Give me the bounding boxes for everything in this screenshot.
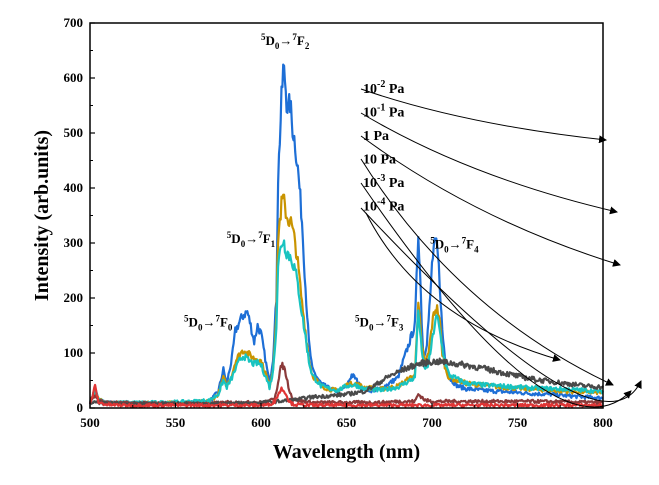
series-line-0 [88, 63, 604, 407]
x-tick-label: 700 [422, 415, 442, 430]
y-tick-label: 400 [64, 180, 84, 195]
series-layer [88, 63, 605, 408]
transition-annotations: 5D0→7F2 5D0→7F1 5D0→7F0 5D0→7F3 5D0→7F4 [184, 32, 479, 333]
x-tick-label: 550 [166, 415, 186, 430]
legend-arrow-0 [360, 88, 607, 144]
series-line-1 [89, 193, 604, 406]
legend-arrow-3 [360, 158, 614, 386]
legend-entry-3: 10 Pa [363, 153, 396, 168]
y-axis-title: Intensity (arb.units) [31, 130, 53, 301]
legend-entry-0: 10-2 Pa [363, 79, 404, 97]
y-tick-label: 700 [64, 15, 84, 30]
legend-entry-4: 10-3 Pa [363, 173, 404, 191]
ticks-layer: 500 550 600 650 700 750 800 0 100 200 300 400 500 600… [64, 15, 613, 430]
legend-entry-2: 1 Pa [363, 129, 389, 144]
x-tick-label: 500 [80, 415, 100, 430]
y-tick-label: 600 [64, 70, 84, 85]
transition-label-1: 5D0→7F1 [227, 230, 276, 249]
transition-label-3: 5D0→7F3 [355, 314, 404, 333]
x-tick-label: 650 [337, 415, 357, 430]
legend-arrow-extra [365, 212, 561, 362]
legend-entry-5: 10-4 Pa [363, 197, 404, 215]
legend-entry-1: 10-1 Pa [363, 103, 404, 121]
y-tick-label: 200 [64, 290, 84, 305]
transition-label-4: 5D0→7F4 [430, 236, 479, 255]
plot-frame [89, 22, 604, 409]
x-tick-label: 800 [593, 415, 613, 430]
series-line-4 [89, 357, 604, 407]
y-tick-label: 0 [77, 400, 84, 415]
x-tick-label: 750 [508, 415, 528, 430]
legend-arrow-1 [360, 112, 618, 215]
legend-arrow-5 [360, 207, 642, 402]
transition-label-0: 5D0→7F2 [261, 32, 310, 51]
legend-arrow-4 [360, 182, 632, 408]
y-tick-label: 500 [64, 125, 84, 140]
series-line-2 [89, 239, 605, 406]
legend-arrows [360, 88, 642, 408]
legend: 10-2 Pa 10-1 Pa 1 Pa 10 Pa 10-3 Pa 10-4 Pa [363, 79, 404, 215]
y-tick-label: 100 [64, 345, 84, 360]
legend-arrow-2 [360, 135, 621, 267]
y-tick-label: 300 [64, 235, 84, 250]
x-axis-title: Wavelength (nm) [273, 441, 420, 463]
x-tick-label: 600 [251, 415, 271, 430]
transition-label-2: 5D0→7F0 [184, 314, 233, 333]
